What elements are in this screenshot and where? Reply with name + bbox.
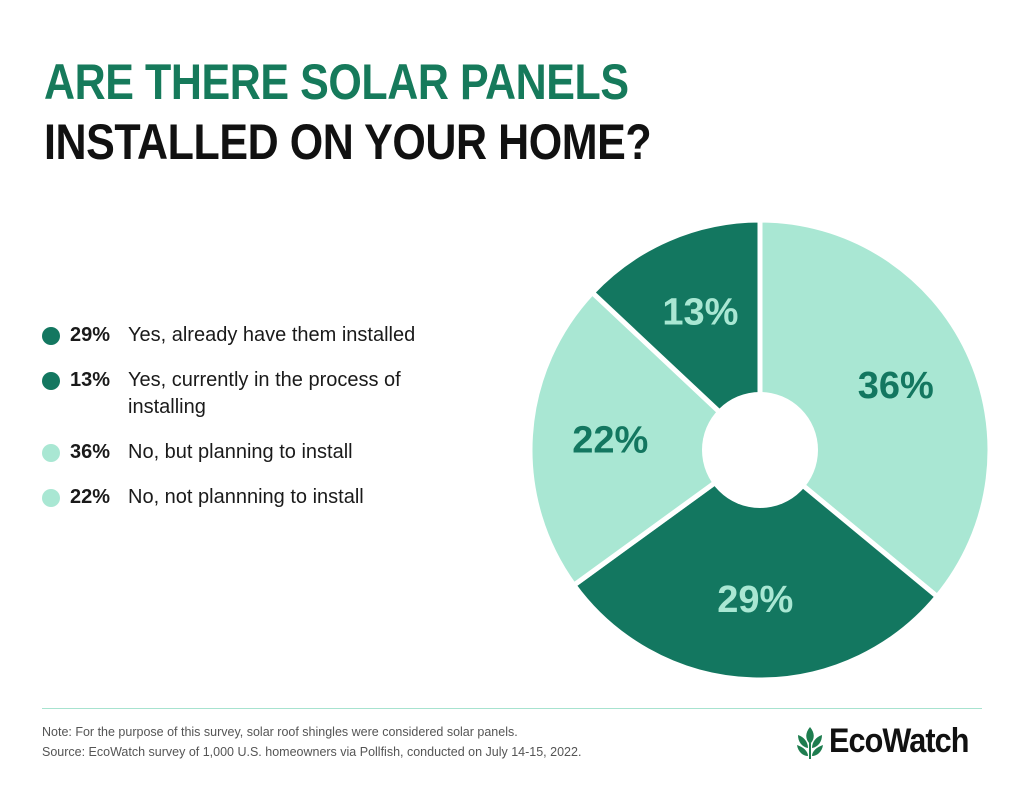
legend-pct: 13% <box>70 369 111 391</box>
pie-slice <box>757 217 993 601</box>
title-line-1: ARE THERE SOLAR PANELS <box>44 54 629 110</box>
footer-divider <box>42 708 982 709</box>
slice-value-label: 29% <box>717 579 793 621</box>
logo-text: EcoWatch <box>828 722 969 760</box>
legend-label: No, not plannning to install <box>128 486 364 508</box>
legend-label: No, but planning to install <box>128 441 353 463</box>
slice-value-label: 13% <box>662 291 738 333</box>
legend-label: Yes, currently in the process of install… <box>128 369 401 418</box>
legend-dot-light <box>42 444 60 462</box>
legend-dot-dark <box>42 372 60 390</box>
footer-note: Note: For the purpose of this survey, so… <box>42 725 518 739</box>
slice-value-label: 22% <box>572 420 648 462</box>
pie-slice <box>570 446 941 683</box>
pie-slice <box>527 289 764 589</box>
legend: 29% Yes, already have them installed 13%… <box>42 322 512 529</box>
legend-item: 22% No, not plannning to install <box>42 484 512 511</box>
legend-item: 13% Yes, currently in the process of ins… <box>42 367 512 421</box>
title-line-2: INSTALLED ON YOUR HOME? <box>44 114 652 170</box>
legend-item: 29% Yes, already have them installed <box>42 322 512 349</box>
legend-dot-light <box>42 489 60 507</box>
chart-title: ARE THERE SOLAR PANELS INSTALLED ON YOUR… <box>44 52 652 172</box>
donut-hole <box>702 392 818 508</box>
slice-value-label: 36% <box>858 365 934 407</box>
legend-label: Yes, already have them installed <box>128 324 416 346</box>
footer: Note: For the purpose of this survey, so… <box>42 722 581 762</box>
legend-item: 36% No, but planning to install <box>42 439 512 466</box>
legend-pct: 29% <box>70 324 111 346</box>
legend-dot-dark <box>42 327 60 345</box>
leaf-icon <box>796 726 823 759</box>
legend-pct: 36% <box>70 441 111 463</box>
footer-source: Source: EcoWatch survey of 1,000 U.S. ho… <box>42 745 582 759</box>
pie-slice <box>588 217 763 456</box>
donut-chart: 36% 29% 22% 13% <box>527 217 993 683</box>
ecowatch-logo: EcoWatch <box>795 722 984 761</box>
legend-pct: 22% <box>70 486 111 508</box>
